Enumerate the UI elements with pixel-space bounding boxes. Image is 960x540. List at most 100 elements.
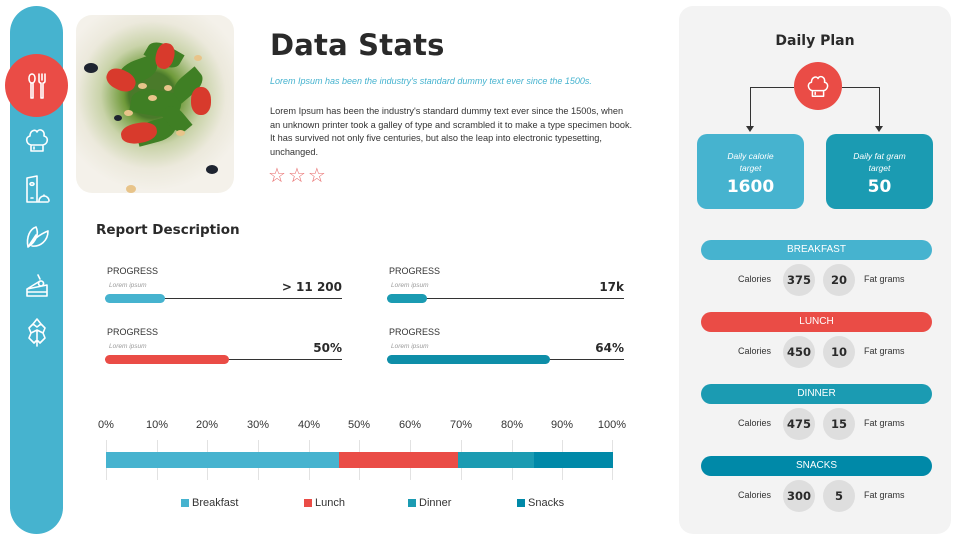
- sidebar-item-cutlery-active[interactable]: [5, 54, 68, 117]
- legend-item: Snacks: [517, 497, 564, 509]
- meal-pill: DINNER: [701, 384, 932, 404]
- progress-label: PROGRESS: [389, 327, 441, 337]
- bar-segment-snacks: [534, 452, 613, 468]
- daily-plan-title: Daily Plan: [775, 33, 855, 49]
- legend-swatch: [408, 499, 416, 507]
- x-tick: 100%: [597, 419, 627, 431]
- x-tick: 30%: [246, 419, 270, 431]
- calories-value: 450: [783, 336, 815, 368]
- progress-fill: [387, 355, 550, 364]
- star-icon[interactable]: ☆: [287, 165, 306, 187]
- meal-snacks: SNACKS Calories 300 5 Fat grams: [701, 456, 932, 512]
- legend-item: Dinner: [408, 497, 451, 509]
- progress-fill: [105, 294, 165, 303]
- arrow-down-icon: [746, 126, 754, 132]
- progress-item: PROGRESS Lorem ipsum 50%: [105, 327, 342, 377]
- legend-label: Snacks: [528, 497, 565, 509]
- x-tick: 0%: [98, 419, 114, 431]
- progress-value: 64%: [595, 341, 624, 355]
- target-value: 1600: [726, 177, 775, 197]
- x-tick: 60%: [398, 419, 422, 431]
- fat-value: 5: [823, 480, 855, 512]
- calories-value: 300: [783, 480, 815, 512]
- fat-label: Fat grams: [864, 490, 905, 500]
- progress-label: PROGRESS: [107, 266, 159, 276]
- fat-value: 15: [823, 408, 855, 440]
- leaves-icon: [26, 226, 49, 248]
- x-tick: 50%: [347, 419, 371, 431]
- chef-hat-icon: [25, 129, 48, 152]
- legend-swatch: [517, 499, 525, 507]
- chef-badge: [794, 62, 842, 110]
- bar-segment-lunch: [339, 452, 459, 468]
- meal-breakfast: BREAKFAST Calories 375 20 Fat grams: [701, 240, 932, 296]
- fat-value: 10: [823, 336, 855, 368]
- x-tick: 10%: [145, 419, 169, 431]
- x-tick: 80%: [500, 419, 524, 431]
- x-tick: 20%: [195, 419, 219, 431]
- target-label: Daily fat gram target: [853, 151, 906, 173]
- sidebar-item-hops[interactable]: [10, 314, 63, 350]
- meal-pill: SNACKS: [701, 456, 932, 476]
- sidebar-item-dessert[interactable]: [10, 268, 63, 304]
- report-title: Report Description: [96, 222, 240, 238]
- target-label: Daily calorie target: [727, 151, 774, 173]
- legend-label: Breakfast: [192, 497, 239, 509]
- progress-sublabel: Lorem ipsum: [109, 343, 147, 350]
- progress-item: PROGRESS Lorem ipsum 17k: [387, 266, 624, 316]
- connector-line: [750, 87, 794, 88]
- progress-sublabel: Lorem ipsum: [109, 282, 147, 289]
- meal-lunch: LUNCH Calories 450 10 Fat grams: [701, 312, 932, 368]
- cake-slice-icon: [25, 274, 48, 297]
- legend-label: Lunch: [315, 497, 345, 509]
- stacked-bar: [106, 452, 613, 468]
- calories-label: Calories: [738, 418, 772, 428]
- star-icon[interactable]: ☆: [268, 165, 286, 187]
- progress-track: [105, 298, 342, 299]
- progress-sublabel: Lorem ipsum: [391, 343, 429, 350]
- meal-pill: BREAKFAST: [701, 240, 932, 260]
- progress-label: PROGRESS: [389, 266, 441, 276]
- x-tick: 70%: [449, 419, 473, 431]
- progress-value: > 11 200: [281, 280, 342, 294]
- progress-value: 17k: [599, 280, 624, 294]
- fat-label: Fat grams: [864, 346, 905, 356]
- x-tick: 40%: [297, 419, 321, 431]
- x-tick: 90%: [550, 419, 574, 431]
- hops-icon: [27, 318, 46, 347]
- calories-label: Calories: [738, 490, 772, 500]
- sidebar-item-leaves[interactable]: [10, 218, 63, 254]
- sidebar-item-menu[interactable]: [10, 172, 63, 208]
- legend-swatch: [304, 499, 312, 507]
- legend-item: Lunch: [304, 497, 345, 509]
- progress-fill: [105, 355, 229, 364]
- salad-photo: [76, 15, 234, 193]
- star-icon[interactable]: ☆: [307, 165, 326, 187]
- calories-label: Calories: [738, 346, 772, 356]
- progress-item: PROGRESS Lorem ipsum 64%: [387, 327, 624, 377]
- connector-line: [750, 87, 751, 127]
- calories-value: 475: [783, 408, 815, 440]
- sidebar-item-chef[interactable]: [10, 122, 63, 158]
- calorie-target-card: Daily calorie target 1600: [697, 134, 804, 209]
- progress-sublabel: Lorem ipsum: [391, 282, 429, 289]
- bar-segment-breakfast: [106, 452, 340, 468]
- menu-cloche-icon: [25, 175, 50, 203]
- meal-dinner: DINNER Calories 475 15 Fat grams: [701, 384, 932, 440]
- progress-track: [387, 298, 624, 299]
- daily-plan-panel: Daily Plan Daily calorie target 1600 Dai…: [679, 6, 951, 534]
- page-description: Lorem Ipsum has been the industry's stan…: [270, 106, 633, 157]
- progress-item: PROGRESS Lorem ipsum > 11 200: [105, 266, 342, 316]
- target-value: 50: [867, 177, 892, 197]
- star-rating[interactable]: ☆ ☆ ☆: [268, 166, 326, 186]
- legend-swatch: [181, 499, 189, 507]
- progress-fill: [387, 294, 427, 303]
- connector-line: [879, 87, 880, 127]
- chef-hat-icon: [807, 75, 829, 98]
- legend-item: Breakfast: [181, 497, 238, 509]
- connector-line: [842, 87, 879, 88]
- cutlery-icon: [27, 72, 46, 99]
- bar-segment-dinner: [458, 452, 535, 468]
- meal-pill: LUNCH: [701, 312, 932, 332]
- calories-value: 375: [783, 264, 815, 296]
